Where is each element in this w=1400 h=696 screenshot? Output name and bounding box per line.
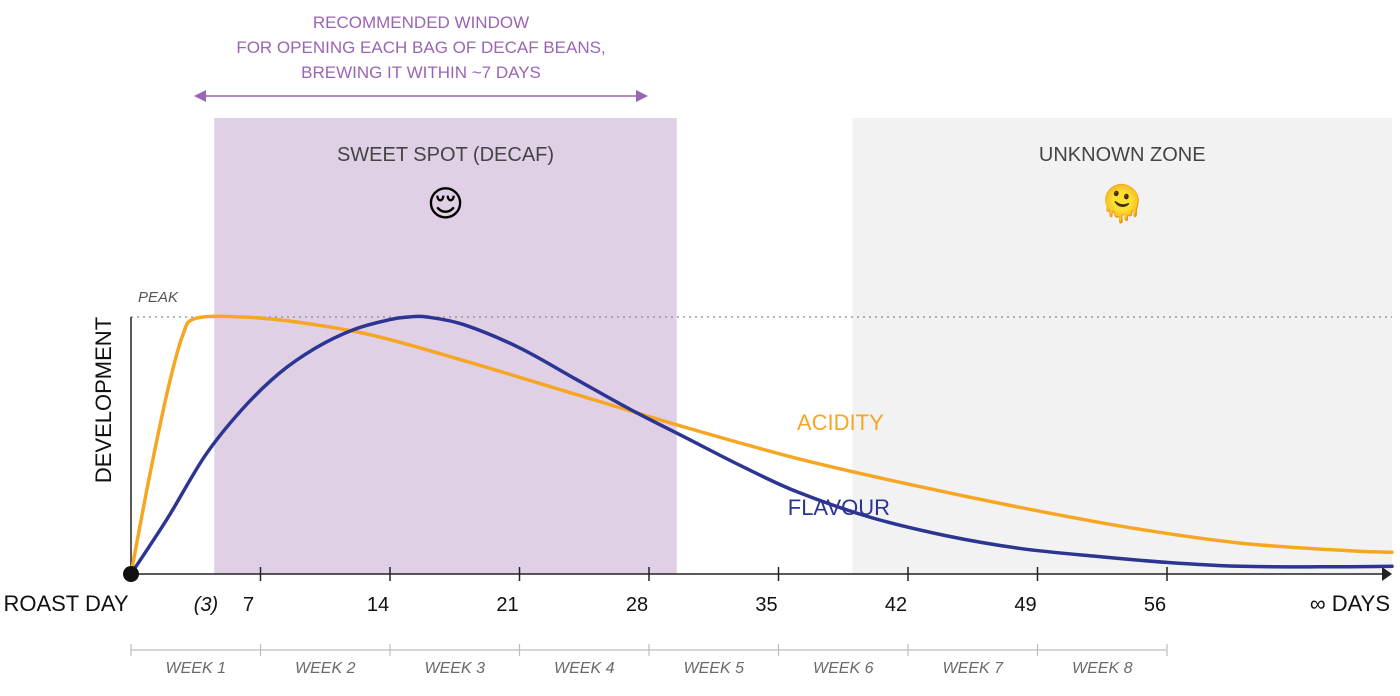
week-label: WEEK 5	[684, 660, 745, 677]
x-axis-label: ROAST DAY	[3, 591, 128, 616]
x-tick-label: (3)	[194, 594, 218, 616]
melting-face-icon: 🫠	[1100, 180, 1145, 224]
week-label: WEEK 1	[166, 660, 226, 677]
window-arrow	[194, 90, 648, 102]
week-bar: WEEK 1 WEEK 2 WEEK 3 WEEK 4 WEEK 5 WEEK 6 WEEK…	[130, 644, 1168, 677]
flavour-label: FLAVOUR	[788, 495, 890, 520]
x-tick-label: 56	[1144, 594, 1166, 616]
annotation-line-2: FOR OPENING EACH BAG OF DECAF BEANS,	[236, 38, 605, 57]
y-axis-label: DEVELOPMENT	[91, 317, 116, 483]
week-label: WEEK 6	[813, 660, 874, 677]
x-axis-end-label: ∞ DAYS	[1310, 591, 1390, 616]
flavour-line	[129, 314, 1394, 576]
x-tick-label: 28	[626, 594, 648, 616]
peak-label: PEAK	[138, 289, 179, 306]
week-label: WEEK 2	[295, 660, 356, 677]
week-label: WEEK 8	[1072, 660, 1133, 677]
x-tick-label: 42	[885, 594, 907, 616]
relieved-face-icon: 😌	[427, 183, 465, 224]
origin-dot	[123, 566, 139, 582]
sweet-spot-label: SWEET SPOT (DECAF)	[337, 144, 554, 166]
x-tick-label: 35	[755, 594, 777, 616]
week-label: WEEK 4	[554, 660, 615, 677]
x-tick-label: 49	[1014, 594, 1036, 616]
x-axis-arrow-icon	[1382, 567, 1392, 581]
annotation-line-3: BREWING IT WITHIN ~7 DAYS	[301, 63, 541, 82]
unknown-zone-label: UNKNOWN ZONE	[1039, 144, 1206, 166]
x-ticks: (3) 7 14 21 28 35 42 49 56	[194, 567, 1168, 616]
x-tick-label: 21	[496, 594, 518, 616]
x-tick-label: 7	[243, 594, 254, 616]
acidity-label: ACIDITY	[797, 410, 884, 435]
x-tick-label: 14	[367, 594, 389, 616]
acidity-line	[129, 314, 1394, 576]
sweet-spot-zone	[214, 118, 677, 574]
week-label: WEEK 7	[943, 660, 1005, 677]
week-label: WEEK 3	[425, 660, 486, 677]
unknown-zone	[852, 118, 1392, 574]
annotation-line-1: RECOMMENDED WINDOW	[313, 13, 529, 32]
